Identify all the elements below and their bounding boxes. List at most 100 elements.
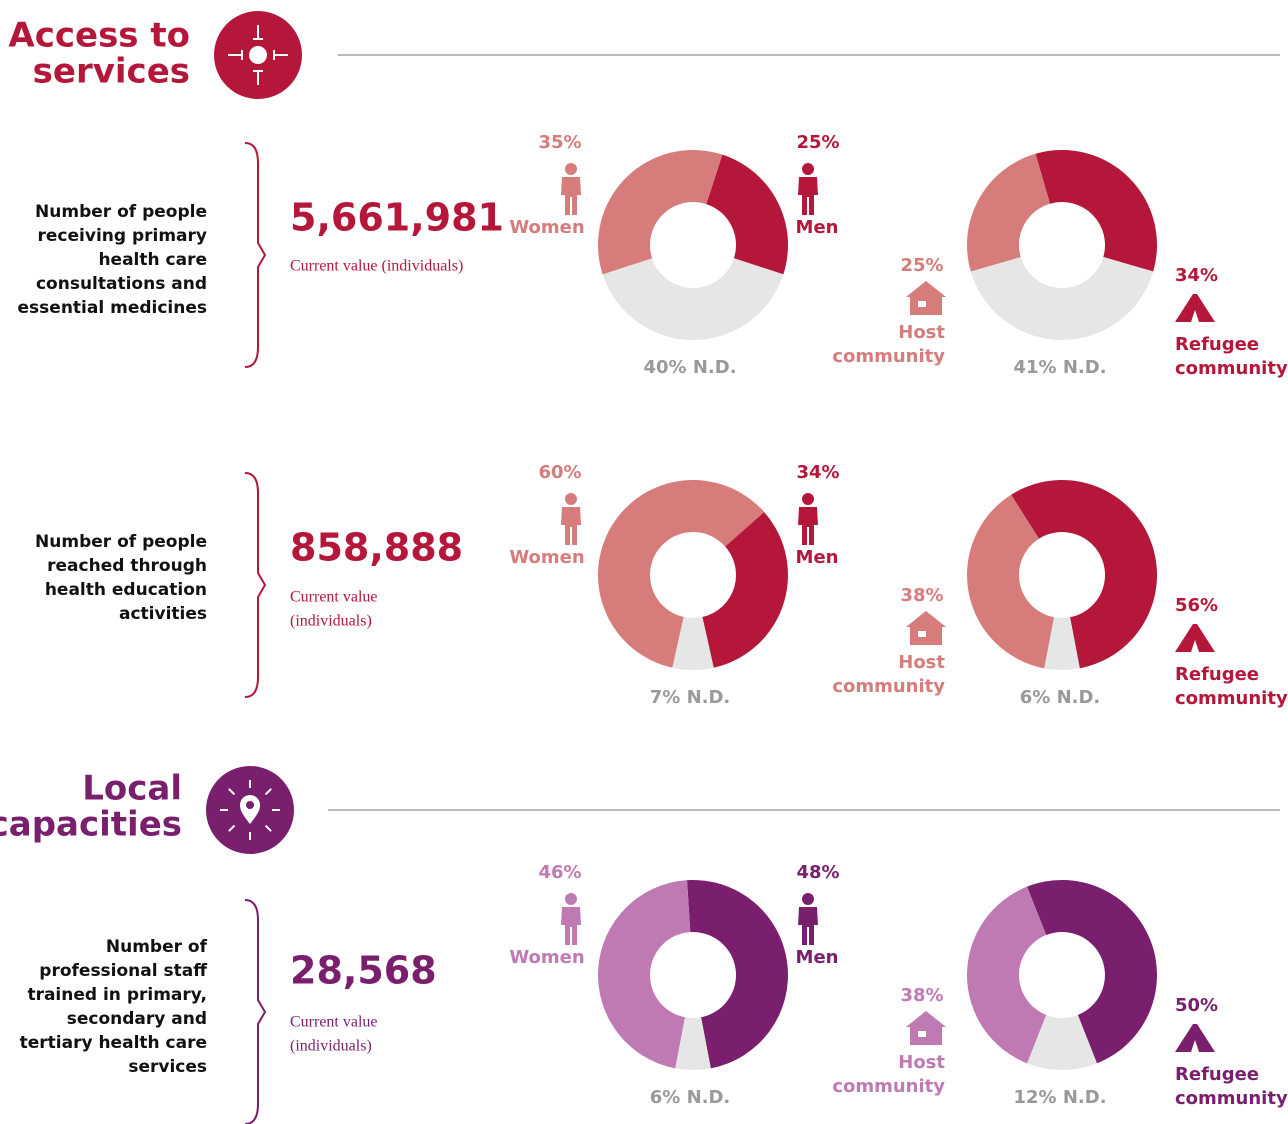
refugee-pct: 50% xyxy=(1175,995,1218,1016)
donut-segment xyxy=(967,494,1054,669)
person-icon xyxy=(561,163,581,215)
tent-door xyxy=(1191,1040,1199,1052)
section-title: Local xyxy=(82,769,182,809)
person-body xyxy=(798,507,818,545)
section-title: Access to xyxy=(8,16,190,56)
refugee-label: community xyxy=(1175,358,1288,379)
women-label: Women xyxy=(509,947,584,968)
person-head xyxy=(565,493,577,505)
refugee-label: community xyxy=(1175,688,1288,709)
men-pct: 25% xyxy=(796,132,839,153)
nd-pct: 6% xyxy=(650,1087,681,1108)
nd-label: 6% N.D. xyxy=(650,1087,731,1108)
refugee-label: Refugee xyxy=(1175,334,1259,355)
donut-segment xyxy=(970,256,1154,341)
nd-name: N.D. xyxy=(1063,1087,1107,1108)
indicator-label: receiving primary xyxy=(38,226,207,246)
men-label: Men xyxy=(796,217,839,238)
host-label: Host xyxy=(898,1052,945,1073)
person-icon xyxy=(798,893,818,945)
indicator-caption: Current value xyxy=(290,1014,378,1031)
donut-segment xyxy=(602,258,784,340)
indicator-caption: (individuals) xyxy=(290,613,372,630)
nd-label: 41% N.D. xyxy=(1013,357,1106,378)
brace xyxy=(244,142,267,368)
host-pct: 38% xyxy=(900,985,943,1006)
women-label: Women xyxy=(509,547,584,568)
indicator-caption: (individuals) xyxy=(290,1038,372,1055)
refugee-label: community xyxy=(1175,1088,1288,1109)
house-window xyxy=(918,631,926,637)
host-label: community xyxy=(832,676,945,697)
tent-shape xyxy=(1175,294,1215,322)
indicator-label: consultations and xyxy=(36,274,207,294)
donut-segment xyxy=(1011,480,1157,669)
women-label: Women xyxy=(509,217,584,238)
person-icon xyxy=(561,893,581,945)
nd-name: N.D. xyxy=(693,357,737,378)
tent-shape xyxy=(1175,1024,1215,1052)
nd-name: N.D. xyxy=(687,1087,731,1108)
donut-segment xyxy=(598,150,723,275)
indicator-label: essential medicines xyxy=(18,298,207,318)
host-label: Host xyxy=(898,652,945,673)
person-body xyxy=(798,177,818,215)
indicator-label: Number of people xyxy=(35,202,207,222)
person-body xyxy=(798,907,818,945)
men-label: Men xyxy=(796,547,839,568)
donut-segment xyxy=(675,1017,711,1070)
indicator-label: secondary and xyxy=(67,1009,207,1029)
section-title: capacities xyxy=(0,805,182,845)
person-head xyxy=(802,893,814,905)
person-head xyxy=(565,893,577,905)
tent-shape xyxy=(1175,624,1215,652)
icon-ray xyxy=(264,788,272,796)
indicator-label: activities xyxy=(119,604,207,624)
nd-pct: 41% xyxy=(1013,357,1056,378)
icon-glyph xyxy=(220,780,280,840)
men-label: Men xyxy=(796,947,839,968)
indicator-label: professional staff xyxy=(39,961,207,981)
refugee-label: Refugee xyxy=(1175,1064,1259,1085)
icon-ray xyxy=(264,824,272,832)
host-pct: 38% xyxy=(900,585,943,606)
indicator-label: health care xyxy=(98,250,207,270)
indicator-label: health education xyxy=(45,580,207,600)
indicator-label: trained in primary, xyxy=(27,985,207,1005)
nd-pct: 6% xyxy=(1020,687,1051,708)
tent-door xyxy=(1191,640,1199,652)
indicator-label: reached through xyxy=(47,556,207,576)
nd-label: 40% N.D. xyxy=(643,357,736,378)
refugee-pct: 56% xyxy=(1175,595,1218,616)
person-body xyxy=(561,907,581,945)
person-head xyxy=(565,163,577,175)
nd-name: N.D. xyxy=(1063,357,1107,378)
house-shape xyxy=(906,611,946,645)
person-icon xyxy=(798,163,818,215)
donut-segment xyxy=(702,507,788,668)
donut-segment xyxy=(672,616,714,670)
donut-segment xyxy=(1027,1014,1097,1070)
indicator-value: 5,661,981 xyxy=(290,196,504,240)
indicator-caption: Current value xyxy=(290,589,378,606)
person-head xyxy=(802,493,814,505)
nd-label: 6% N.D. xyxy=(1020,687,1101,708)
indicator-value: 28,568 xyxy=(290,949,437,993)
icon-ray xyxy=(228,788,236,796)
refugee-label: Refugee xyxy=(1175,664,1259,685)
donut-segment xyxy=(1035,149,1158,272)
donut-segment xyxy=(1027,880,1157,1064)
house-icon xyxy=(906,611,946,645)
women-pct: 35% xyxy=(538,132,581,153)
donut-segment xyxy=(687,880,789,1069)
person-icon xyxy=(561,493,581,545)
donut-segment xyxy=(967,153,1051,272)
donut-segment xyxy=(706,154,788,275)
person-body xyxy=(561,177,581,215)
house-window xyxy=(918,301,926,307)
indicator-value: 858,888 xyxy=(290,526,463,570)
nd-name: N.D. xyxy=(687,687,731,708)
icon-dot xyxy=(249,46,267,64)
